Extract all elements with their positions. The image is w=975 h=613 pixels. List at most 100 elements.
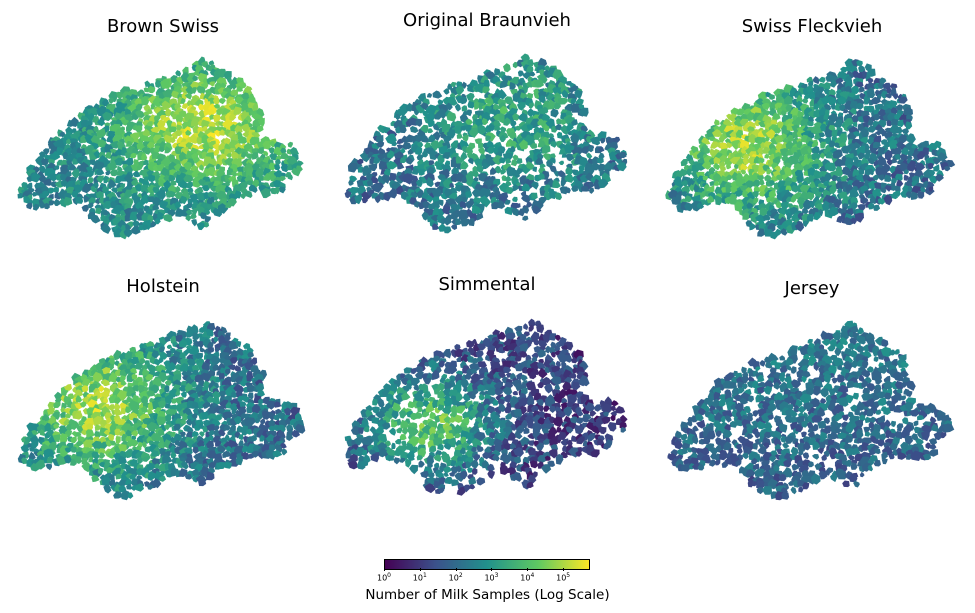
municipality-region bbox=[102, 111, 113, 122]
municipality-region bbox=[537, 381, 544, 389]
municipality-region bbox=[742, 157, 750, 165]
municipality-region bbox=[465, 460, 473, 469]
municipality-region bbox=[443, 388, 452, 398]
municipality-region bbox=[397, 107, 408, 117]
municipality-region bbox=[774, 391, 784, 403]
municipality-region bbox=[459, 470, 468, 480]
municipality-region bbox=[145, 373, 154, 381]
municipality-region bbox=[147, 208, 153, 216]
municipality-region bbox=[428, 160, 435, 166]
municipality-region bbox=[400, 419, 410, 430]
municipality-region bbox=[552, 179, 561, 189]
municipality-region bbox=[179, 468, 188, 477]
municipality-region bbox=[178, 180, 189, 189]
municipality-region bbox=[238, 136, 248, 145]
municipality-region bbox=[196, 137, 203, 145]
municipality-region bbox=[443, 217, 452, 226]
municipality-region bbox=[75, 142, 82, 149]
municipality-region bbox=[363, 426, 370, 433]
municipality-region bbox=[898, 134, 907, 144]
municipality-region bbox=[880, 98, 889, 105]
municipality-region bbox=[219, 390, 227, 397]
municipality-region bbox=[75, 395, 83, 403]
municipality-region bbox=[817, 87, 825, 93]
municipality-region bbox=[443, 397, 453, 408]
municipality-region bbox=[751, 179, 761, 188]
municipality-region bbox=[847, 343, 856, 351]
municipality-region bbox=[454, 414, 463, 423]
municipality-region bbox=[807, 91, 817, 101]
municipality-region bbox=[782, 137, 790, 144]
municipality-region bbox=[348, 180, 354, 186]
municipality-region bbox=[472, 454, 481, 462]
municipality-region bbox=[713, 156, 721, 165]
municipality-region bbox=[466, 109, 472, 117]
municipality-region bbox=[706, 195, 715, 204]
municipality-region bbox=[416, 142, 424, 148]
municipality-region bbox=[526, 481, 534, 488]
municipality-region bbox=[126, 123, 134, 132]
municipality-region bbox=[240, 82, 247, 89]
municipality-region bbox=[759, 207, 769, 217]
municipality-region bbox=[513, 408, 522, 419]
municipality-region bbox=[141, 153, 148, 161]
municipality-region bbox=[70, 446, 78, 453]
municipality-region bbox=[147, 174, 156, 183]
municipality-region bbox=[197, 401, 206, 410]
municipality-region bbox=[794, 398, 803, 407]
municipality-region bbox=[512, 61, 519, 69]
municipality-region bbox=[434, 462, 440, 469]
municipality-region bbox=[48, 200, 55, 206]
municipality-region bbox=[86, 120, 93, 127]
municipality-region bbox=[482, 452, 490, 460]
municipality-region bbox=[514, 325, 523, 334]
municipality-region bbox=[504, 405, 512, 414]
municipality-region bbox=[86, 429, 95, 438]
municipality-region bbox=[798, 202, 804, 210]
municipality-region bbox=[537, 417, 546, 425]
municipality-region bbox=[933, 164, 940, 172]
municipality-region bbox=[890, 83, 898, 90]
municipality-region bbox=[101, 476, 111, 487]
municipality-region bbox=[386, 448, 397, 457]
municipality-region bbox=[250, 187, 258, 193]
municipality-region bbox=[560, 179, 566, 187]
municipality-region bbox=[166, 352, 172, 358]
municipality-region bbox=[796, 175, 804, 184]
municipality-region bbox=[515, 203, 521, 208]
municipality-region bbox=[501, 376, 508, 385]
municipality-region bbox=[492, 453, 500, 462]
municipality-region bbox=[138, 358, 147, 365]
municipality-region bbox=[757, 153, 764, 159]
municipality-region bbox=[824, 332, 834, 341]
municipality-region bbox=[118, 444, 127, 453]
municipality-region bbox=[798, 154, 806, 163]
municipality-region bbox=[52, 186, 59, 193]
municipality-region bbox=[844, 58, 855, 68]
municipality-region bbox=[852, 392, 859, 400]
municipality-region bbox=[779, 365, 788, 374]
municipality-region bbox=[824, 128, 834, 139]
municipality-region bbox=[549, 405, 556, 413]
municipality-region bbox=[541, 464, 552, 474]
municipality-region bbox=[368, 163, 378, 172]
municipality-region bbox=[843, 216, 854, 226]
municipality-region bbox=[83, 194, 91, 203]
municipality-region bbox=[615, 405, 626, 414]
municipality-region bbox=[790, 146, 800, 155]
municipality-region bbox=[388, 427, 396, 436]
municipality-region bbox=[872, 174, 879, 181]
municipality-region bbox=[434, 113, 442, 120]
municipality-region bbox=[451, 224, 458, 230]
panel-title: Original Braunvieh bbox=[403, 10, 571, 31]
municipality-region bbox=[832, 151, 841, 160]
switzerland-choropleth-map bbox=[17, 321, 306, 501]
municipality-region bbox=[885, 93, 892, 99]
municipality-region bbox=[476, 163, 484, 174]
municipality-region bbox=[708, 167, 716, 173]
municipality-region bbox=[73, 456, 82, 464]
municipality-region bbox=[238, 440, 244, 447]
municipality-region bbox=[449, 416, 456, 423]
municipality-region bbox=[233, 106, 242, 115]
municipality-region bbox=[130, 152, 137, 159]
